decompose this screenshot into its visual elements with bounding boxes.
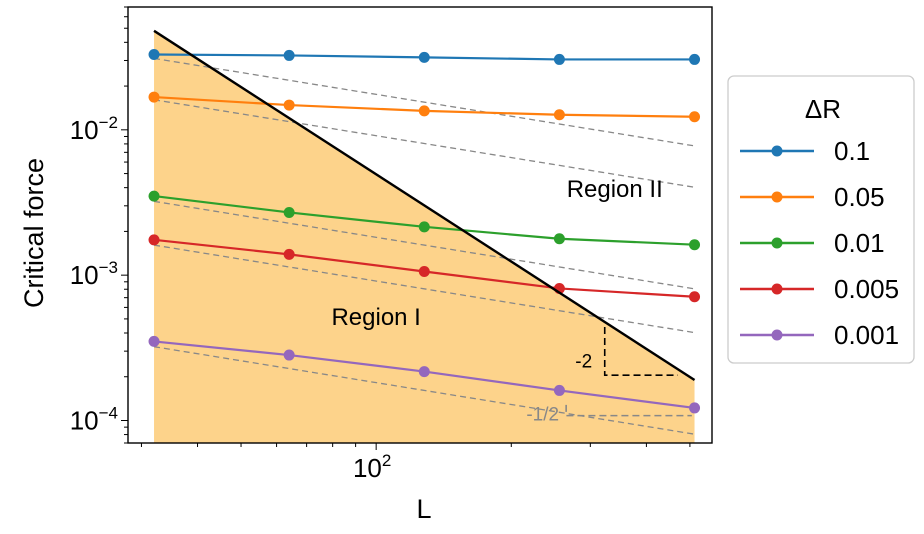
y-tick-label-0: 10−4 — [70, 403, 118, 435]
legend-label-1: 0.05 — [834, 182, 885, 212]
legend-label-4: 0.001 — [834, 320, 899, 350]
data-point-s4-0 — [148, 335, 160, 347]
data-point-s2-3 — [553, 233, 565, 245]
data-point-s3-0 — [148, 234, 160, 246]
data-point-s3-4 — [689, 291, 701, 303]
slope-triangles-layer — [565, 326, 692, 417]
region-one-fill — [154, 30, 695, 444]
data-point-s1-2 — [418, 105, 430, 117]
data-point-s3-2 — [418, 265, 430, 277]
data-point-s0-4 — [689, 53, 701, 65]
y-axis-label: Critical force — [19, 158, 49, 308]
data-point-s4-1 — [283, 349, 295, 361]
data-point-s0-0 — [148, 48, 160, 60]
legend: ΔR 0.1 0.05 0.01 0.005 0.001 — [727, 75, 915, 364]
data-point-s4-3 — [553, 384, 565, 396]
data-point-s1-0 — [148, 91, 160, 103]
y-tick-label-base: 10 — [70, 260, 99, 290]
data-point-s0-1 — [283, 49, 295, 61]
slope-triangle-0 — [603, 326, 678, 376]
y-tick-label-exponent: −2 — [99, 113, 118, 132]
boundary-line — [153, 29, 696, 381]
reference-lines-layer — [153, 57, 695, 435]
data-point-s2-4 — [689, 239, 701, 251]
y-tick-label-2: 10−2 — [70, 113, 118, 145]
x-tick-label-base: 10 — [353, 453, 382, 483]
data-point-s3-1 — [283, 248, 295, 260]
x-axis-label: L — [416, 494, 431, 524]
reference-line-1 — [153, 99, 695, 188]
reference-line-4 — [153, 346, 695, 435]
boundary-layer — [153, 29, 696, 381]
series-layer — [148, 48, 701, 414]
annotation-1: Region I — [331, 304, 420, 331]
legend-marker-0 — [771, 145, 783, 157]
y-tick-label-exponent: −4 — [99, 403, 118, 422]
y-tick-label-base: 10 — [70, 115, 99, 145]
reference-line-3 — [153, 244, 695, 334]
annotation-2: -2 — [575, 352, 592, 373]
x-tick-label-exponent: 2 — [382, 451, 391, 470]
slope-triangle-1 — [565, 404, 692, 417]
reference-line-0 — [153, 57, 695, 147]
legend-title: ΔR — [805, 94, 841, 124]
data-point-s1-3 — [553, 109, 565, 121]
y-tick-label-1: 10−3 — [70, 258, 118, 290]
y-tick-label-base: 10 — [70, 405, 99, 435]
data-point-s2-1 — [283, 206, 295, 218]
legend-marker-1 — [771, 191, 783, 203]
legend-label-0: 0.1 — [834, 136, 870, 166]
data-point-s2-0 — [148, 190, 160, 202]
data-point-s0-3 — [553, 53, 565, 65]
plot-frame — [127, 6, 713, 444]
data-point-s1-1 — [283, 99, 295, 111]
legend-label-2: 0.01 — [834, 228, 885, 258]
x-tick-label-0: 102 — [353, 451, 391, 483]
data-point-s0-2 — [418, 51, 430, 63]
legend-marker-2 — [771, 237, 783, 249]
legend-marker-3 — [771, 283, 783, 295]
data-point-s4-4 — [689, 402, 701, 414]
region-fill-layer — [154, 30, 695, 444]
data-point-s2-2 — [418, 221, 430, 233]
y-tick-label-exponent: −3 — [99, 258, 118, 277]
legend-label-3: 0.005 — [834, 274, 899, 304]
legend-marker-4 — [771, 329, 783, 341]
annotations-layer: Region II Region I -2 -1/2 — [331, 176, 662, 425]
annotation-0: Region II — [567, 176, 663, 203]
annotation-3: -1/2 — [526, 405, 559, 426]
reference-line-2 — [153, 200, 695, 290]
data-point-s4-2 — [418, 366, 430, 378]
data-point-s1-4 — [689, 111, 701, 123]
